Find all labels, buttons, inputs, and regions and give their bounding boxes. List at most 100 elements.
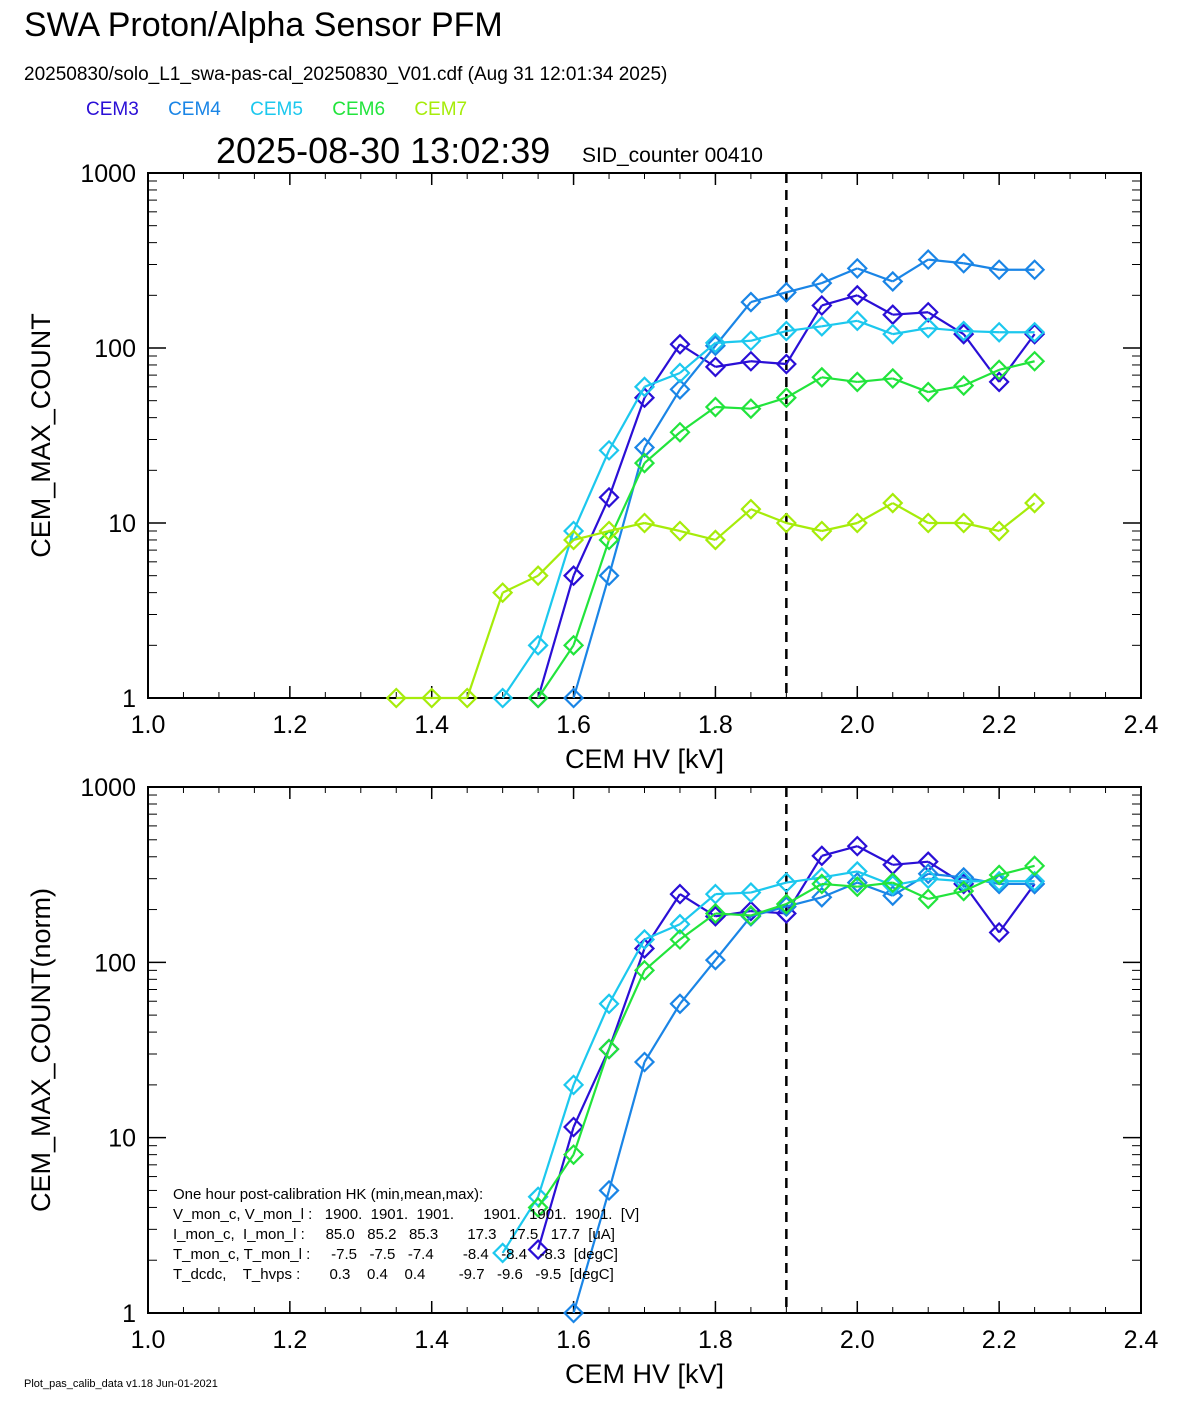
panel1-cem6-line-segment xyxy=(857,377,893,384)
panel1-cem3-point xyxy=(846,284,868,306)
panel2-cem5-point xyxy=(492,1242,514,1264)
panel2-cem6-point xyxy=(988,864,1010,886)
panel1-cem7-line-segment xyxy=(573,529,610,542)
panel2-cem4-point xyxy=(563,1302,585,1324)
panel1-cem5-point xyxy=(775,320,797,342)
panel2-cem4-line-segment xyxy=(607,1061,646,1191)
panel1-cem6-point xyxy=(917,381,939,403)
panel1-cem7-line-segment xyxy=(714,508,752,541)
panel2-x-tick-label: 2.0 xyxy=(840,1326,875,1354)
panel1-cem7-point xyxy=(1024,492,1046,514)
panel2-cem3-line-segment xyxy=(607,948,646,1050)
panel1-cem4-line-segment xyxy=(572,575,611,699)
panel2-cem6-point xyxy=(669,928,691,951)
panel2-cem6-point xyxy=(846,876,868,898)
panel1-cem3-point xyxy=(633,387,656,409)
panel2-cem6-point xyxy=(598,1038,620,1060)
panel2-cem6-line-segment xyxy=(608,969,646,1050)
panel2-cem6-line-segment xyxy=(857,881,893,888)
panel1-cem7-line-segment xyxy=(786,521,823,533)
panel1-cem5-point xyxy=(669,362,691,384)
panel2-x-tick-label: 1.6 xyxy=(556,1326,591,1354)
panel2-cem5-point xyxy=(563,1074,585,1096)
panel1-cem6-point xyxy=(1024,350,1046,372)
panel1-cem6-point xyxy=(669,421,691,443)
panel1-cem7-line-segment xyxy=(679,529,716,542)
panel2-cem4-line-segment xyxy=(679,959,717,1005)
panel1-y-tick-label: 1000 xyxy=(80,160,136,188)
legend-cem3: CEM3 xyxy=(86,99,139,120)
panel1-cem7-line-segment xyxy=(644,521,681,533)
panel1-cem4-point xyxy=(669,378,691,400)
panel2-x-tick-label: 2.4 xyxy=(1124,1326,1159,1354)
panel1-x-tick-label: 1.8 xyxy=(698,711,733,739)
panel1-cem5-line-segment xyxy=(501,644,540,699)
panel1-cem5-line-segment xyxy=(608,386,646,451)
panel2-cem4-point xyxy=(633,1051,656,1073)
panel1-cem7-point xyxy=(704,529,726,551)
panel2-cem5-line-segment xyxy=(715,891,751,896)
panel2-cem6-line-segment xyxy=(927,889,964,900)
panel1-cem7-line-segment xyxy=(998,502,1036,532)
panel1-cem7-point xyxy=(492,582,514,604)
panel2-cem4-point xyxy=(598,1179,620,1202)
panel2-cem4-point xyxy=(811,886,833,908)
panel1-cem7-point xyxy=(385,687,407,709)
panel1-cem5-point xyxy=(633,376,656,398)
panel1-cem6-line-segment xyxy=(572,539,611,646)
panel2-cem5-point xyxy=(846,860,868,882)
panel1-cem7-point xyxy=(456,687,478,709)
panel1-cem6-line-segment xyxy=(750,396,787,410)
panel1-cem6-point xyxy=(563,634,585,656)
panel1-cem5-line-segment xyxy=(572,449,611,532)
panel1-cem7-point xyxy=(563,529,585,551)
panel1-cem7-line-segment xyxy=(750,508,787,525)
panel2-x-tick-label: 1.8 xyxy=(698,1326,733,1354)
file-line: 20250830/solo_L1_swa-pas-cal_20250830_V0… xyxy=(24,64,668,85)
panel1-frame xyxy=(147,172,1142,699)
panel1-cem4-point xyxy=(1024,259,1046,281)
panel1-cem4-point xyxy=(846,257,868,279)
panel1-cem4-line-segment xyxy=(679,345,717,391)
panel2-cem5-line-segment xyxy=(679,893,717,926)
panel2-cem3-point xyxy=(740,900,762,922)
panel2-y-tick-label: 10 xyxy=(108,1125,136,1153)
panel1-cem7-point xyxy=(598,520,620,542)
panel1-y-axis-label: CEM_MAX_COUNT xyxy=(26,313,56,558)
panel2-cem6-point xyxy=(633,959,656,981)
panel1-cem7-line-segment xyxy=(963,521,1000,533)
panel1-cem5-point xyxy=(846,310,868,332)
panel1-cem6-point xyxy=(988,359,1010,381)
panel2-cem4-line-segment xyxy=(714,915,752,961)
hk-line: T_dcdc, T_hvps : 0.3 0.4 0.4 -9.7 -9.6 -… xyxy=(173,1266,614,1283)
panel2-cem3-point xyxy=(527,1239,549,1261)
panel2-cem6-point xyxy=(527,1196,549,1218)
panel1-cem3-point xyxy=(598,486,620,508)
panel1-cem5-line-segment xyxy=(786,325,822,333)
panel2-y-tick-label: 1000 xyxy=(80,774,136,802)
panel2-cem3-point xyxy=(988,921,1010,944)
panel1-cem6-line-segment xyxy=(998,360,1035,371)
hk-line: V_mon_c, V_mon_l : 1900. 1901. 1901. 190… xyxy=(173,1206,639,1223)
panel2-cem3-point xyxy=(563,1116,585,1138)
legend-cem6: CEM6 xyxy=(332,99,386,120)
panel2-cem5-point xyxy=(775,872,797,894)
panel1-y-tick-label: 10 xyxy=(108,510,136,538)
panel1-cem5-point xyxy=(704,332,726,354)
panel2-cem4-point xyxy=(953,866,975,888)
panel1-y-tick-label: 100 xyxy=(94,335,136,363)
panel1-cem5-point xyxy=(527,634,549,656)
panel1-cem6-point xyxy=(953,375,975,397)
panel2-cem5-line-segment xyxy=(821,870,858,879)
panel1-cem6-line-segment xyxy=(928,384,964,394)
panel2-cem5-line-segment xyxy=(786,876,822,884)
panel1-cem3-point xyxy=(917,301,939,323)
panel1-cem4-line-segment xyxy=(856,267,894,283)
panel1-cem7-point xyxy=(811,520,833,542)
panel1-cem7-line-segment xyxy=(821,521,858,533)
legend-cem7: CEM7 xyxy=(414,99,468,120)
panel2-y-tick-label: 1 xyxy=(122,1300,136,1328)
panel1-cem5-point xyxy=(953,320,975,342)
panel1-cem4-point xyxy=(740,291,762,313)
